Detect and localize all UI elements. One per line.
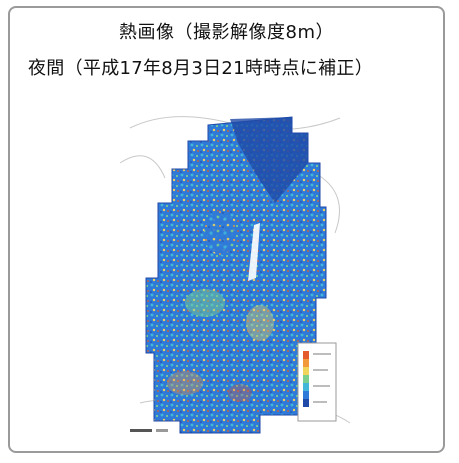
figure-card: 熱画像（撮影解像度8m） 夜間（平成17年8月3日21時時点に補正） [8,6,445,453]
caption-line-1: 熱画像（撮影解像度8m） [119,22,334,43]
thermal-map-image [119,116,351,434]
thermal-image [110,103,365,448]
caption-line-2: 夜間（平成17年8月3日21時時点に補正） [28,58,374,79]
